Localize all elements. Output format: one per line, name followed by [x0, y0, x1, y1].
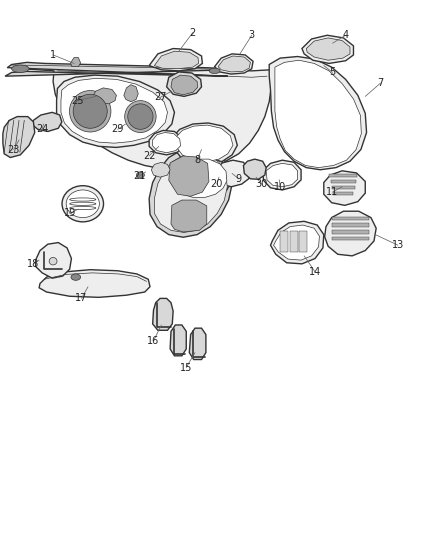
Polygon shape [152, 133, 180, 153]
Polygon shape [215, 54, 253, 74]
Text: 9: 9 [236, 174, 242, 184]
Polygon shape [172, 123, 237, 165]
Ellipse shape [66, 190, 99, 217]
Polygon shape [271, 221, 324, 264]
Polygon shape [3, 117, 35, 158]
Text: 11: 11 [326, 187, 339, 197]
Polygon shape [151, 163, 170, 177]
Polygon shape [266, 164, 297, 187]
Polygon shape [189, 328, 206, 360]
Text: 17: 17 [75, 293, 88, 303]
Ellipse shape [137, 172, 145, 178]
Polygon shape [149, 131, 183, 155]
Polygon shape [61, 78, 167, 143]
Ellipse shape [73, 94, 107, 128]
Text: 8: 8 [194, 155, 200, 165]
Ellipse shape [71, 274, 81, 280]
Text: 2: 2 [190, 28, 196, 38]
Text: 15: 15 [180, 362, 192, 373]
Text: 21: 21 [133, 171, 146, 181]
Polygon shape [263, 160, 301, 190]
Polygon shape [22, 64, 272, 169]
Polygon shape [306, 38, 350, 60]
Text: 24: 24 [36, 124, 48, 134]
Bar [332, 185, 355, 189]
Bar [332, 237, 369, 240]
Polygon shape [71, 58, 81, 67]
Ellipse shape [209, 68, 220, 74]
Polygon shape [169, 156, 209, 196]
Polygon shape [166, 72, 201, 96]
Polygon shape [32, 112, 62, 132]
Ellipse shape [62, 185, 103, 222]
Text: 22: 22 [143, 151, 155, 161]
Polygon shape [244, 159, 266, 179]
Text: 25: 25 [71, 95, 83, 106]
Text: 10: 10 [274, 182, 286, 192]
Polygon shape [35, 243, 71, 278]
Text: 20: 20 [211, 179, 223, 189]
Polygon shape [57, 75, 174, 148]
Bar [332, 216, 369, 220]
Polygon shape [275, 60, 361, 167]
Polygon shape [302, 35, 353, 63]
Polygon shape [269, 56, 367, 169]
Polygon shape [154, 153, 227, 232]
Ellipse shape [125, 101, 156, 133]
Polygon shape [215, 160, 250, 187]
Polygon shape [124, 85, 138, 102]
Bar [299, 231, 307, 252]
Polygon shape [5, 62, 228, 76]
Text: 18: 18 [27, 259, 39, 269]
Polygon shape [171, 200, 207, 232]
Polygon shape [149, 147, 232, 237]
Polygon shape [175, 125, 233, 162]
Bar [332, 230, 369, 233]
Bar [332, 223, 369, 227]
Text: 7: 7 [378, 78, 384, 88]
Text: 19: 19 [64, 208, 76, 219]
Bar [280, 231, 288, 252]
Polygon shape [274, 225, 319, 260]
Ellipse shape [49, 257, 57, 265]
Polygon shape [324, 171, 365, 205]
Polygon shape [218, 56, 251, 72]
Ellipse shape [70, 91, 111, 132]
Ellipse shape [12, 65, 29, 72]
Bar [331, 180, 356, 183]
Text: 13: 13 [392, 240, 404, 250]
Ellipse shape [128, 104, 153, 130]
Polygon shape [169, 157, 231, 200]
Text: 27: 27 [154, 92, 166, 102]
Text: 5: 5 [329, 68, 336, 77]
Bar [329, 174, 357, 177]
Text: 4: 4 [343, 30, 349, 41]
Text: 3: 3 [249, 30, 255, 41]
Polygon shape [170, 325, 186, 356]
Polygon shape [172, 159, 227, 197]
Text: 14: 14 [309, 267, 321, 277]
Text: 30: 30 [256, 179, 268, 189]
Polygon shape [325, 211, 376, 256]
Polygon shape [154, 51, 198, 69]
Polygon shape [171, 75, 198, 95]
Text: 23: 23 [7, 144, 20, 155]
Text: 29: 29 [112, 124, 124, 134]
Bar [290, 231, 297, 252]
Text: 16: 16 [147, 336, 159, 346]
Polygon shape [152, 298, 173, 330]
Bar [333, 191, 353, 195]
Polygon shape [39, 270, 150, 297]
Polygon shape [92, 88, 117, 104]
Text: 1: 1 [50, 50, 56, 60]
Polygon shape [149, 49, 202, 71]
